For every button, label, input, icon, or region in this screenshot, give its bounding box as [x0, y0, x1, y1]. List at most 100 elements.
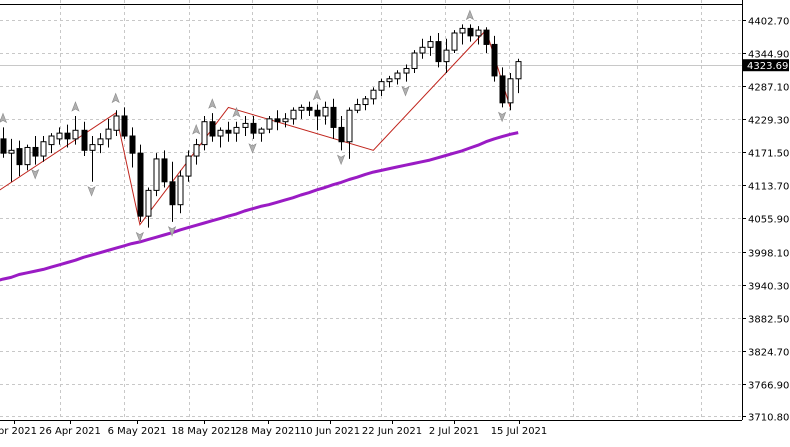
fractal-up-arrow — [71, 101, 80, 112]
bear-candle — [121, 115, 128, 137]
grid-layer — [0, 0, 742, 420]
bull-candle — [362, 98, 369, 106]
bear-candle — [225, 129, 232, 134]
price-tick-label: 4402.70 — [748, 17, 789, 28]
date-tick-label: 2 Jul 2021 — [429, 426, 479, 437]
price-tick-label: 3882.50 — [748, 315, 789, 326]
bull-candle — [242, 122, 249, 128]
bull-candle — [507, 78, 514, 104]
price-tick-label: 4113.70 — [748, 182, 789, 193]
bull-candle — [386, 78, 393, 83]
fractal-down-arrow — [135, 231, 144, 243]
price-tick-label: 3998.10 — [748, 249, 789, 260]
bear-candle — [338, 126, 345, 143]
bull-candle — [40, 141, 47, 157]
bull-candle — [282, 118, 289, 123]
date-tick-label: 28 May 2021 — [235, 426, 300, 437]
date-tick-label: 6 May 2021 — [108, 426, 167, 437]
bull-candle — [89, 144, 96, 151]
bull-candle — [258, 128, 265, 134]
bull-candle — [145, 189, 152, 217]
bear-candle — [306, 106, 313, 111]
price-tick-label: 4229.30 — [748, 116, 789, 127]
fractal-up-arrow — [312, 89, 322, 101]
fractal-up-arrow — [0, 112, 8, 124]
bull-candle — [370, 89, 377, 100]
date-tick-label: 22 Jun 2021 — [362, 426, 422, 437]
bull-candle — [48, 135, 55, 146]
bear-candle — [129, 135, 136, 154]
current-price-marker: 4323.69 — [743, 59, 789, 72]
moving-average-line — [0, 131, 519, 282]
bull-candle — [298, 106, 305, 111]
bull-candle — [403, 67, 410, 74]
fractals-layer — [0, 9, 507, 243]
price-tick-label: 3710.80 — [748, 413, 789, 424]
plot-background — [0, 0, 742, 420]
bull-candle — [290, 109, 297, 120]
bull-candle — [177, 175, 184, 206]
bear-candle — [64, 132, 71, 140]
fractal-down-arrow — [248, 143, 257, 154]
price-tick-label: 3824.70 — [748, 348, 789, 359]
bull-candle — [394, 72, 401, 80]
bull-candle — [411, 52, 418, 69]
bull-candle — [97, 138, 104, 146]
moving-average-layer — [0, 131, 519, 282]
bull-candle — [113, 115, 120, 131]
fractal-up-arrow — [232, 106, 241, 118]
bear-candle — [16, 148, 23, 166]
bear-candle — [467, 27, 474, 37]
bear-candle — [499, 75, 506, 104]
fractal-down-arrow — [401, 85, 410, 97]
bear-candle — [435, 41, 442, 63]
bull-candle — [24, 146, 31, 166]
date-tick-label: 15 Jul 2021 — [491, 426, 548, 437]
bull-candle — [354, 104, 361, 111]
bull-candle — [475, 29, 482, 37]
bear-candle — [314, 109, 321, 117]
bull-candle — [419, 46, 426, 54]
bull-candle — [233, 126, 240, 134]
bull-candle — [427, 41, 434, 48]
bear-candle — [250, 122, 257, 134]
bear-candle — [491, 43, 498, 77]
bull-candle — [72, 129, 79, 140]
bull-candle — [8, 149, 15, 154]
date-tick-label: Apr 2021 — [0, 426, 37, 437]
bull-candle — [56, 132, 63, 140]
bear-candle — [32, 146, 39, 157]
fractal-down-arrow — [167, 226, 177, 237]
bear-candle — [137, 152, 144, 217]
date-tick-label: 26 Apr 2021 — [39, 426, 101, 437]
bull-candle — [346, 109, 353, 143]
bull-candle — [193, 144, 200, 157]
bear-candle — [169, 181, 176, 206]
date-tick-label: 18 May 2021 — [171, 426, 236, 437]
bull-candle — [459, 27, 466, 34]
fractal-down-arrow — [337, 154, 346, 166]
bear-candle — [330, 106, 337, 128]
bear-candle — [0, 138, 7, 154]
price-tick-label: 4171.50 — [748, 149, 789, 160]
bull-candle — [378, 81, 385, 91]
bull-candle — [217, 129, 224, 137]
bull-candle — [443, 49, 450, 63]
current-price-label: 4323.69 — [747, 61, 788, 72]
bull-candle — [515, 61, 522, 80]
bull-candle — [153, 158, 160, 191]
bear-candle — [483, 29, 490, 45]
price-tick-label: 4287.10 — [748, 83, 789, 94]
bear-candle — [161, 158, 168, 183]
fractal-up-arrow — [192, 124, 201, 135]
price-tick-label: 4344.90 — [748, 50, 789, 61]
bear-candle — [274, 118, 281, 123]
bull-candle — [322, 106, 329, 117]
bull-candle — [105, 128, 112, 140]
bear-candle — [209, 121, 216, 137]
price-tick-label: 4055.90 — [748, 215, 789, 226]
date-tick-label: 10 Jun 2021 — [300, 426, 360, 437]
bull-candle — [266, 118, 273, 130]
